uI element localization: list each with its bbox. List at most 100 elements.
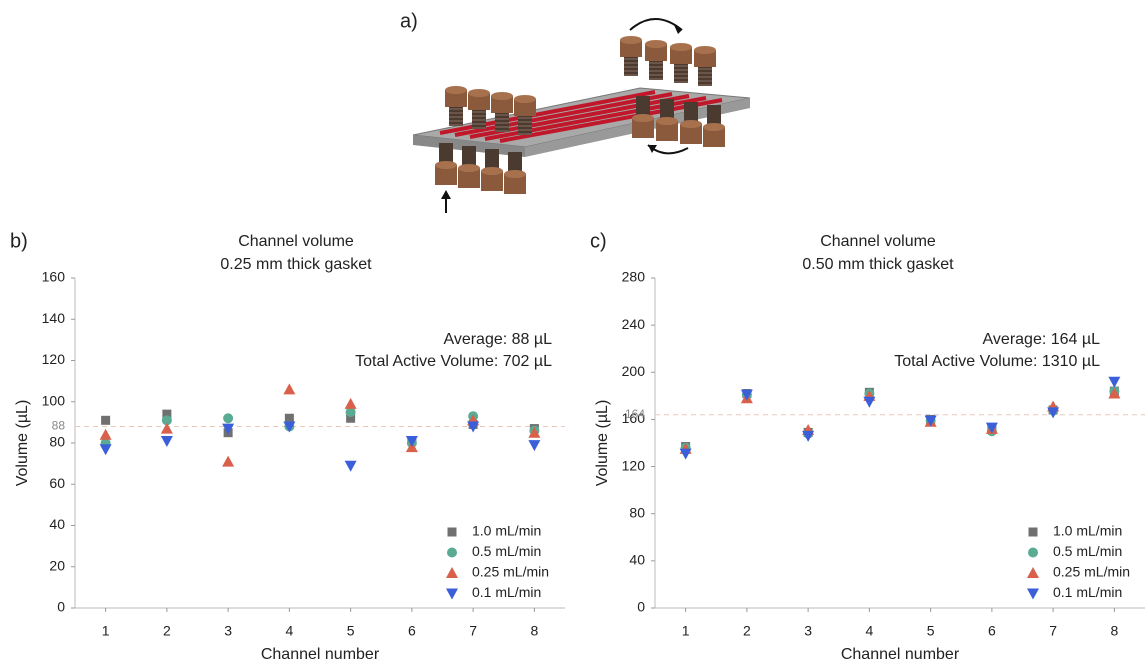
legend-label: 0.1 mL/min bbox=[472, 584, 541, 600]
marker-triangle-down bbox=[1047, 407, 1060, 419]
nut-thread bbox=[684, 102, 698, 124]
legend-marker bbox=[447, 527, 457, 537]
chart-title: Channel volume bbox=[238, 233, 354, 250]
nut-thread bbox=[462, 146, 476, 168]
legend-marker bbox=[1028, 547, 1038, 558]
panel-label: c) bbox=[590, 230, 607, 252]
bolt-top bbox=[620, 36, 642, 44]
annotation: Total Active Volume: 1310 µL bbox=[894, 353, 1100, 370]
marker-triangle-down bbox=[160, 435, 173, 447]
y-tick-label: 40 bbox=[629, 552, 645, 568]
legend-label: 0.5 mL/min bbox=[1053, 543, 1122, 559]
legend-label: 0.5 mL/min bbox=[472, 543, 541, 559]
x-tick-label: 7 bbox=[469, 623, 477, 639]
nut-top bbox=[703, 123, 725, 131]
nut bbox=[703, 127, 725, 147]
bolt-top bbox=[468, 89, 490, 97]
marker-triangle-up bbox=[344, 397, 357, 409]
device-illustration bbox=[412, 18, 751, 213]
y-tick-label: 200 bbox=[622, 363, 646, 379]
nut-top bbox=[680, 120, 702, 128]
legend-label: 0.25 mL/min bbox=[472, 564, 549, 580]
marker-triangle-down bbox=[863, 396, 876, 408]
panel-label: a) bbox=[400, 10, 418, 32]
bolt-head bbox=[514, 99, 536, 116]
x-tick-label: 8 bbox=[530, 623, 538, 639]
panel-label: b) bbox=[10, 230, 28, 252]
marker-circle bbox=[161, 415, 172, 426]
x-tick-label: 4 bbox=[865, 623, 873, 639]
marker-triangle-down bbox=[222, 423, 235, 435]
legend-label: 1.0 mL/min bbox=[1053, 523, 1122, 539]
marker-triangle-down bbox=[679, 448, 692, 460]
y-tick-label: 20 bbox=[49, 557, 65, 573]
bolt-head bbox=[670, 47, 692, 64]
chart-subtitle: 0.50 mm thick gasket bbox=[802, 256, 954, 273]
y-tick-label: 160 bbox=[622, 410, 646, 426]
nut bbox=[458, 168, 480, 188]
y-tick-label: 240 bbox=[622, 316, 646, 332]
y-axis-label: Volume (µL) bbox=[14, 400, 31, 487]
x-tick-label: 2 bbox=[163, 623, 171, 639]
nut-top bbox=[458, 164, 480, 172]
marker-triangle-up bbox=[160, 422, 173, 434]
marker-square bbox=[284, 413, 294, 423]
annotation: Total Active Volume: 702 µL bbox=[355, 353, 552, 370]
chart-title: Channel volume bbox=[820, 233, 936, 250]
nut-top bbox=[504, 170, 526, 178]
marker-triangle-up bbox=[1108, 387, 1121, 399]
legend-label: 0.25 mL/min bbox=[1053, 564, 1130, 580]
nut-thread bbox=[636, 96, 650, 118]
y-tick-label: 0 bbox=[637, 599, 645, 615]
y-axis-label: Volume (µL) bbox=[594, 400, 611, 487]
nut bbox=[632, 118, 654, 138]
legend-marker bbox=[447, 547, 457, 558]
marker-square bbox=[101, 415, 111, 425]
y-tick-label: 60 bbox=[49, 475, 65, 491]
x-tick-label: 4 bbox=[285, 623, 293, 639]
legend-marker bbox=[446, 567, 458, 578]
reference-label: 164 bbox=[625, 407, 645, 421]
marker-triangle-up bbox=[528, 426, 541, 438]
marker-triangle-down bbox=[985, 422, 998, 434]
marker-triangle-up bbox=[99, 428, 112, 440]
marker-triangle-down bbox=[528, 440, 541, 452]
marker-triangle-down bbox=[924, 415, 937, 427]
nut-thread bbox=[508, 152, 522, 174]
nut bbox=[680, 124, 702, 144]
bolt-head bbox=[468, 93, 490, 110]
annotation: Average: 88 µL bbox=[443, 331, 552, 348]
marker-triangle-up bbox=[283, 383, 296, 395]
bolt-head bbox=[491, 96, 513, 113]
marker-triangle-down bbox=[1108, 376, 1121, 388]
y-tick-label: 100 bbox=[42, 392, 66, 408]
marker-circle bbox=[345, 407, 356, 418]
nut-thread bbox=[485, 149, 499, 171]
y-tick-label: 120 bbox=[42, 351, 66, 367]
x-tick-label: 3 bbox=[804, 623, 812, 639]
nut-thread bbox=[707, 105, 721, 127]
y-tick-label: 80 bbox=[49, 434, 65, 450]
x-tick-label: 7 bbox=[1049, 623, 1057, 639]
x-tick-label: 2 bbox=[743, 623, 751, 639]
y-tick-label: 120 bbox=[622, 457, 646, 473]
nut bbox=[435, 165, 457, 185]
y-tick-label: 40 bbox=[49, 516, 65, 532]
legend-marker bbox=[1027, 588, 1039, 600]
bolt-head bbox=[445, 90, 467, 107]
bolt-top bbox=[645, 40, 667, 48]
nut-thread bbox=[660, 99, 674, 121]
chart-subtitle: 0.25 mm thick gasket bbox=[220, 256, 372, 273]
reference-label: 88 bbox=[52, 419, 66, 433]
legend-marker bbox=[1027, 567, 1039, 578]
legend-label: 0.1 mL/min bbox=[1053, 584, 1122, 600]
marker-triangle-down bbox=[344, 460, 357, 472]
marker-triangle-up bbox=[222, 455, 235, 467]
bolt-top bbox=[445, 86, 467, 94]
x-tick-label: 6 bbox=[408, 623, 416, 639]
nut bbox=[481, 171, 503, 191]
marker-triangle-down bbox=[740, 389, 753, 401]
x-tick-label: 1 bbox=[102, 623, 110, 639]
y-tick-label: 0 bbox=[57, 599, 65, 615]
bolt-top bbox=[670, 43, 692, 51]
